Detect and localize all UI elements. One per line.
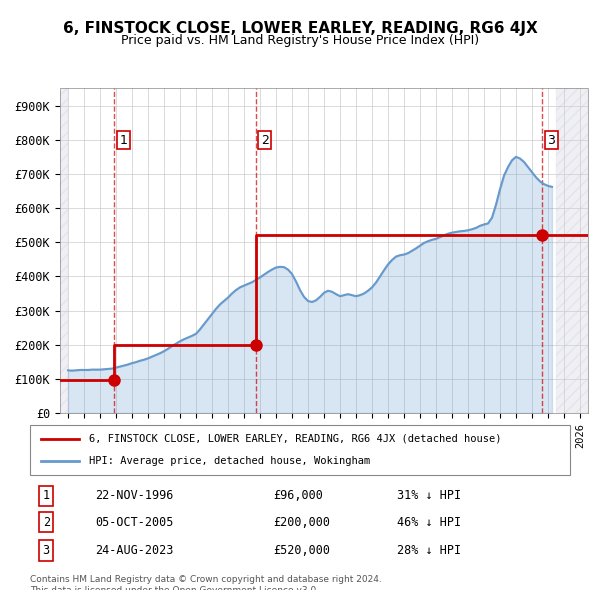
Text: 24-AUG-2023: 24-AUG-2023 [95, 544, 173, 557]
Text: 6, FINSTOCK CLOSE, LOWER EARLEY, READING, RG6 4JX (detached house): 6, FINSTOCK CLOSE, LOWER EARLEY, READING… [89, 434, 502, 444]
Text: 3: 3 [547, 134, 555, 147]
Bar [60, 88, 68, 413]
Text: 28% ↓ HPI: 28% ↓ HPI [397, 544, 461, 557]
Text: 6, FINSTOCK CLOSE, LOWER EARLEY, READING, RG6 4JX: 6, FINSTOCK CLOSE, LOWER EARLEY, READING… [62, 21, 538, 35]
Text: 1: 1 [119, 134, 127, 147]
Text: 05-OCT-2005: 05-OCT-2005 [95, 516, 173, 529]
Text: £520,000: £520,000 [273, 544, 330, 557]
Text: 46% ↓ HPI: 46% ↓ HPI [397, 516, 461, 529]
Text: £96,000: £96,000 [273, 489, 323, 502]
Text: 2: 2 [43, 516, 50, 529]
Bar [556, 88, 588, 413]
Text: 22-NOV-1996: 22-NOV-1996 [95, 489, 173, 502]
Text: Contains HM Land Registry data © Crown copyright and database right 2024.
This d: Contains HM Land Registry data © Crown c… [30, 575, 382, 590]
Text: 2: 2 [261, 134, 269, 147]
Text: 1: 1 [43, 489, 50, 502]
FancyBboxPatch shape [30, 425, 570, 475]
Text: Price paid vs. HM Land Registry's House Price Index (HPI): Price paid vs. HM Land Registry's House … [121, 34, 479, 47]
Text: HPI: Average price, detached house, Wokingham: HPI: Average price, detached house, Woki… [89, 456, 371, 466]
Text: 3: 3 [43, 544, 50, 557]
Text: 31% ↓ HPI: 31% ↓ HPI [397, 489, 461, 502]
Text: £200,000: £200,000 [273, 516, 330, 529]
